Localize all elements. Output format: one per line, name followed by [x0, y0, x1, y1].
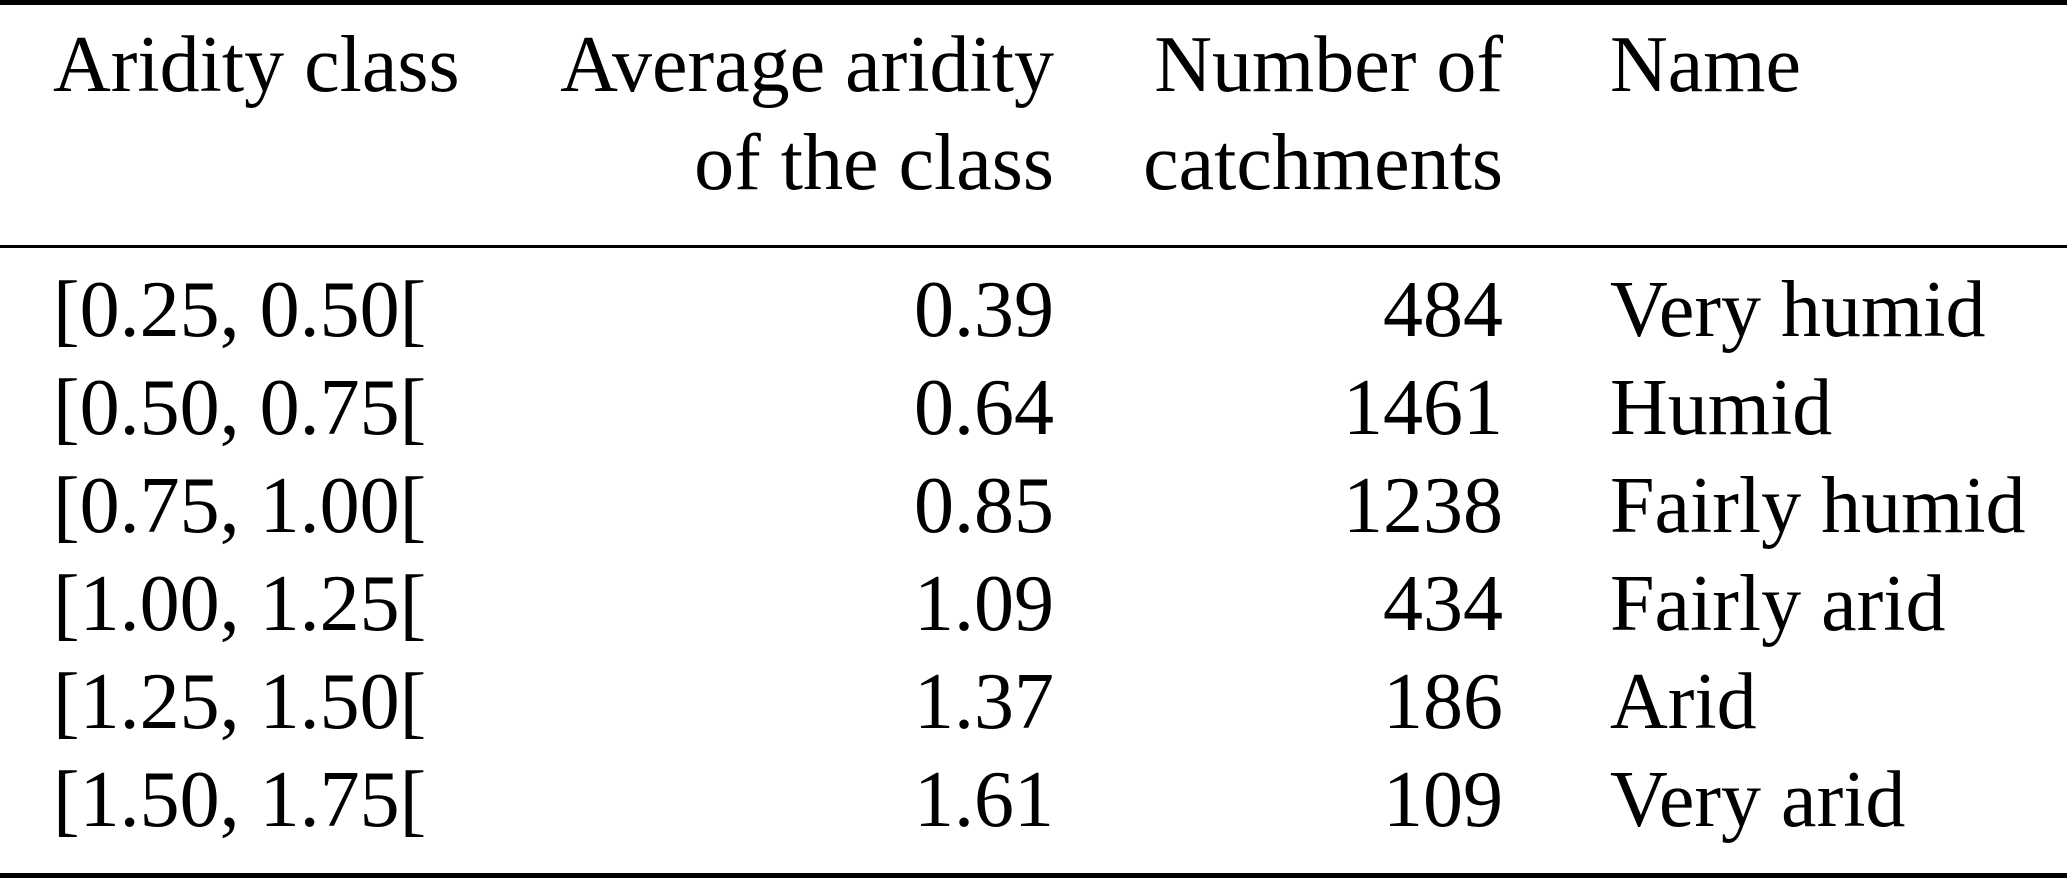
cell-aridity-class: [1.00, 1.25[	[53, 560, 427, 648]
cell-aridity-class: [0.75, 1.00[	[53, 462, 427, 550]
cell-aridity-class: [1.50, 1.75[	[53, 756, 427, 844]
cell-average-aridity: 0.85	[914, 462, 1054, 550]
cell-average-aridity: 1.37	[914, 658, 1054, 746]
cell-name: Arid	[1610, 658, 1757, 746]
table-row: [1.50, 1.75[ 1.61 109 Very arid	[0, 751, 2067, 849]
header-aridity-class-line2	[53, 114, 520, 212]
header-name-line1: Name	[1610, 21, 1802, 109]
cell-aridity-class: [0.25, 0.50[	[53, 266, 427, 354]
header-aridity-class: Aridity class	[0, 16, 520, 212]
cell-name: Very humid	[1610, 266, 1986, 354]
cell-average-aridity: 0.64	[914, 364, 1054, 452]
header-aridity-class-line1: Aridity class	[53, 21, 460, 109]
cell-num-catchments: 484	[1383, 266, 1503, 354]
header-number-of-catchments-line1: Number of	[1154, 21, 1503, 109]
cell-aridity-class: [0.50, 0.75[	[53, 364, 427, 452]
table-header-row: Aridity class Average aridity of the cla…	[0, 16, 2067, 212]
table-body: [0.25, 0.50[ 0.39 484 Very humid [0.50, …	[0, 261, 2067, 849]
header-number-of-catchments: Number of catchments	[1054, 16, 1503, 212]
cell-average-aridity: 0.39	[914, 266, 1054, 354]
table-row: [1.00, 1.25[ 1.09 434 Fairly arid	[0, 555, 2067, 653]
table-row: [1.25, 1.50[ 1.37 186 Arid	[0, 653, 2067, 751]
cell-num-catchments: 109	[1383, 756, 1503, 844]
cell-name: Humid	[1610, 364, 1833, 452]
table-row: [0.50, 0.75[ 0.64 1461 Humid	[0, 359, 2067, 457]
cell-num-catchments: 1461	[1343, 364, 1503, 452]
table-top-rule	[0, 0, 2067, 5]
header-name-line2	[1610, 114, 2067, 212]
table-bottom-rule	[0, 873, 2067, 878]
table-row: [0.75, 1.00[ 0.85 1238 Fairly humid	[0, 457, 2067, 555]
cell-name: Fairly humid	[1610, 462, 2026, 550]
header-average-aridity: Average aridity of the class	[520, 16, 1054, 212]
table-header-rule	[0, 245, 2067, 248]
cell-name: Fairly arid	[1610, 560, 1946, 648]
header-name: Name	[1503, 16, 2067, 212]
header-average-aridity-line2: of the class	[694, 119, 1054, 207]
cell-num-catchments: 434	[1383, 560, 1503, 648]
header-number-of-catchments-line2: catchments	[1143, 119, 1503, 207]
cell-num-catchments: 186	[1383, 658, 1503, 746]
cell-aridity-class: [1.25, 1.50[	[53, 658, 427, 746]
cell-name: Very arid	[1610, 756, 1906, 844]
cell-average-aridity: 1.61	[914, 756, 1054, 844]
table-row: [0.25, 0.50[ 0.39 484 Very humid	[0, 261, 2067, 359]
header-average-aridity-line1: Average aridity	[560, 21, 1054, 109]
cell-num-catchments: 1238	[1343, 462, 1503, 550]
cell-average-aridity: 1.09	[914, 560, 1054, 648]
